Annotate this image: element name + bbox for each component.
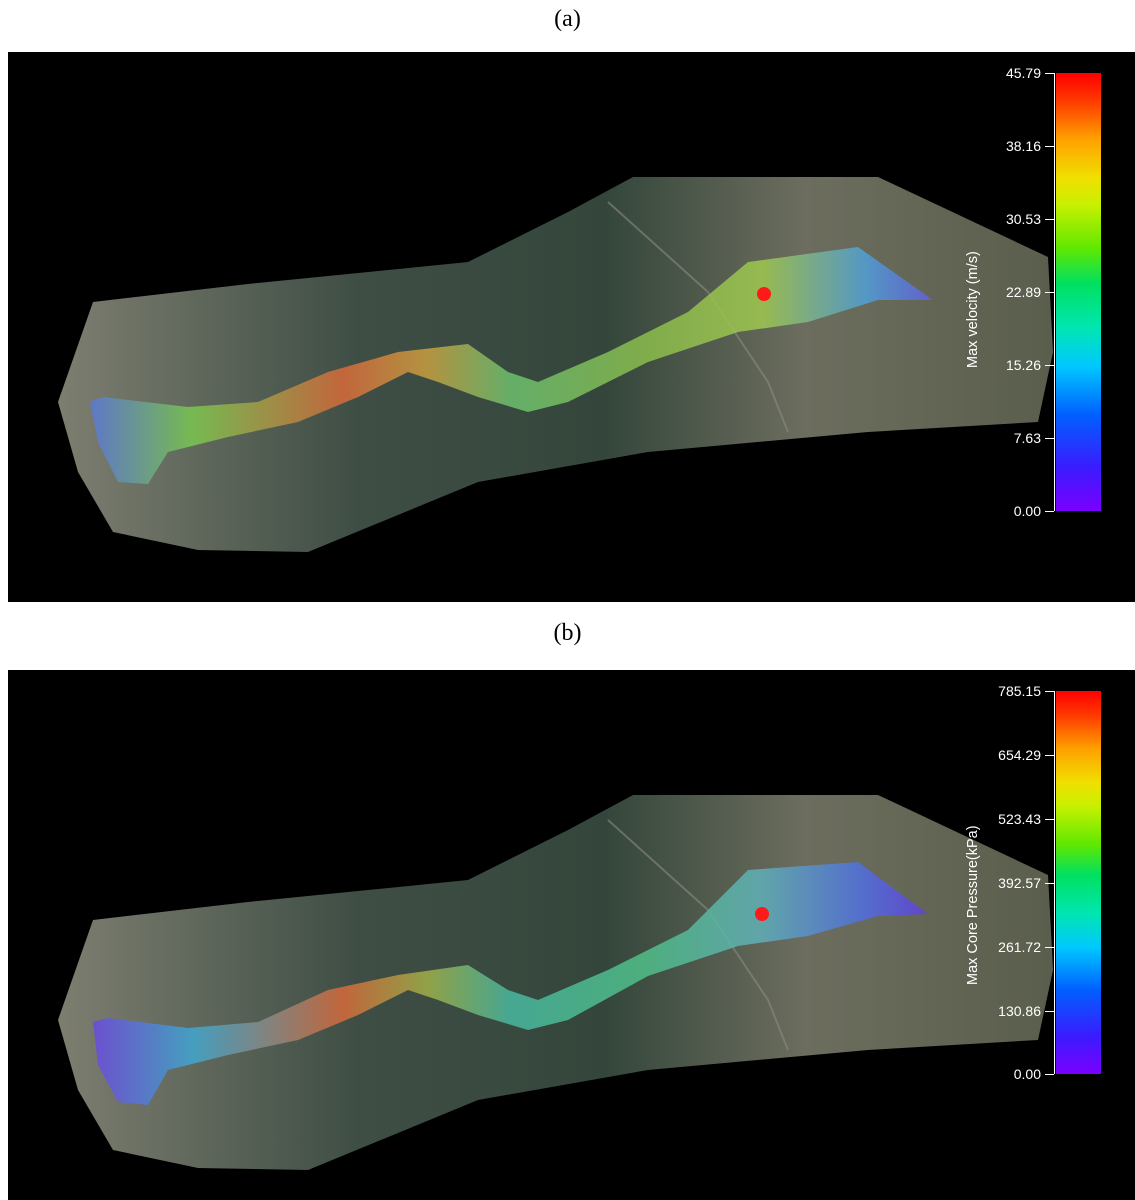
caption-b: (b) bbox=[553, 620, 582, 646]
colorbar-tick-label: 261.72 bbox=[998, 939, 1041, 955]
terrain-map-a bbox=[58, 177, 1053, 552]
terrain-ridge bbox=[607, 819, 789, 1051]
map-panel-a: 45.79 38.16 30.53 22.89 15.26 7.63 0.00 … bbox=[8, 52, 1135, 602]
colorbar-tick-label: 30.53 bbox=[1005, 211, 1041, 227]
caption-a: (a) bbox=[554, 6, 581, 32]
terrain-map-b bbox=[58, 795, 1053, 1170]
colorbar-tick-label: 22.89 bbox=[1005, 284, 1041, 300]
terrain-ridge bbox=[607, 201, 789, 433]
colorbar-a: 45.79 38.16 30.53 22.89 15.26 7.63 0.00 … bbox=[943, 52, 1133, 602]
colorbar-tick-label: 392.57 bbox=[998, 875, 1041, 891]
colorbar-axis-a bbox=[1054, 73, 1055, 511]
colorbar-title-b: Max Core Pressure(kPa) bbox=[965, 825, 981, 985]
colorbar-tick-label: 0.00 bbox=[1013, 1066, 1041, 1082]
colorbar-b: 785.15 654.29 523.43 392.57 261.72 130.8… bbox=[943, 670, 1133, 1200]
colorbar-tick-label: 0.00 bbox=[1013, 503, 1041, 519]
terrain-area bbox=[58, 795, 1053, 1170]
flow-path bbox=[90, 247, 933, 484]
colorbar-tick-label: 523.43 bbox=[998, 811, 1041, 827]
colorbar-title-a: Max velocity (m/s) bbox=[965, 251, 981, 368]
colorbar-tick-label: 45.79 bbox=[1005, 65, 1041, 81]
source-marker bbox=[757, 287, 771, 301]
colorbar-gradient-a bbox=[1056, 73, 1101, 511]
colorbar-gradient-b bbox=[1056, 691, 1101, 1074]
colorbar-tick-label: 654.29 bbox=[998, 747, 1041, 763]
terrain-area bbox=[58, 177, 1053, 552]
source-marker bbox=[755, 907, 769, 921]
colorbar-axis-b bbox=[1054, 691, 1055, 1074]
colorbar-tick-label: 130.86 bbox=[998, 1003, 1041, 1019]
flow-path bbox=[93, 862, 928, 1105]
map-panel-b: 785.15 654.29 523.43 392.57 261.72 130.8… bbox=[8, 670, 1135, 1200]
colorbar-tick-label: 785.15 bbox=[998, 683, 1041, 699]
colorbar-tick-label: 38.16 bbox=[1005, 138, 1041, 154]
colorbar-tick-label: 7.63 bbox=[1013, 430, 1041, 446]
colorbar-tick-label: 15.26 bbox=[1005, 357, 1041, 373]
